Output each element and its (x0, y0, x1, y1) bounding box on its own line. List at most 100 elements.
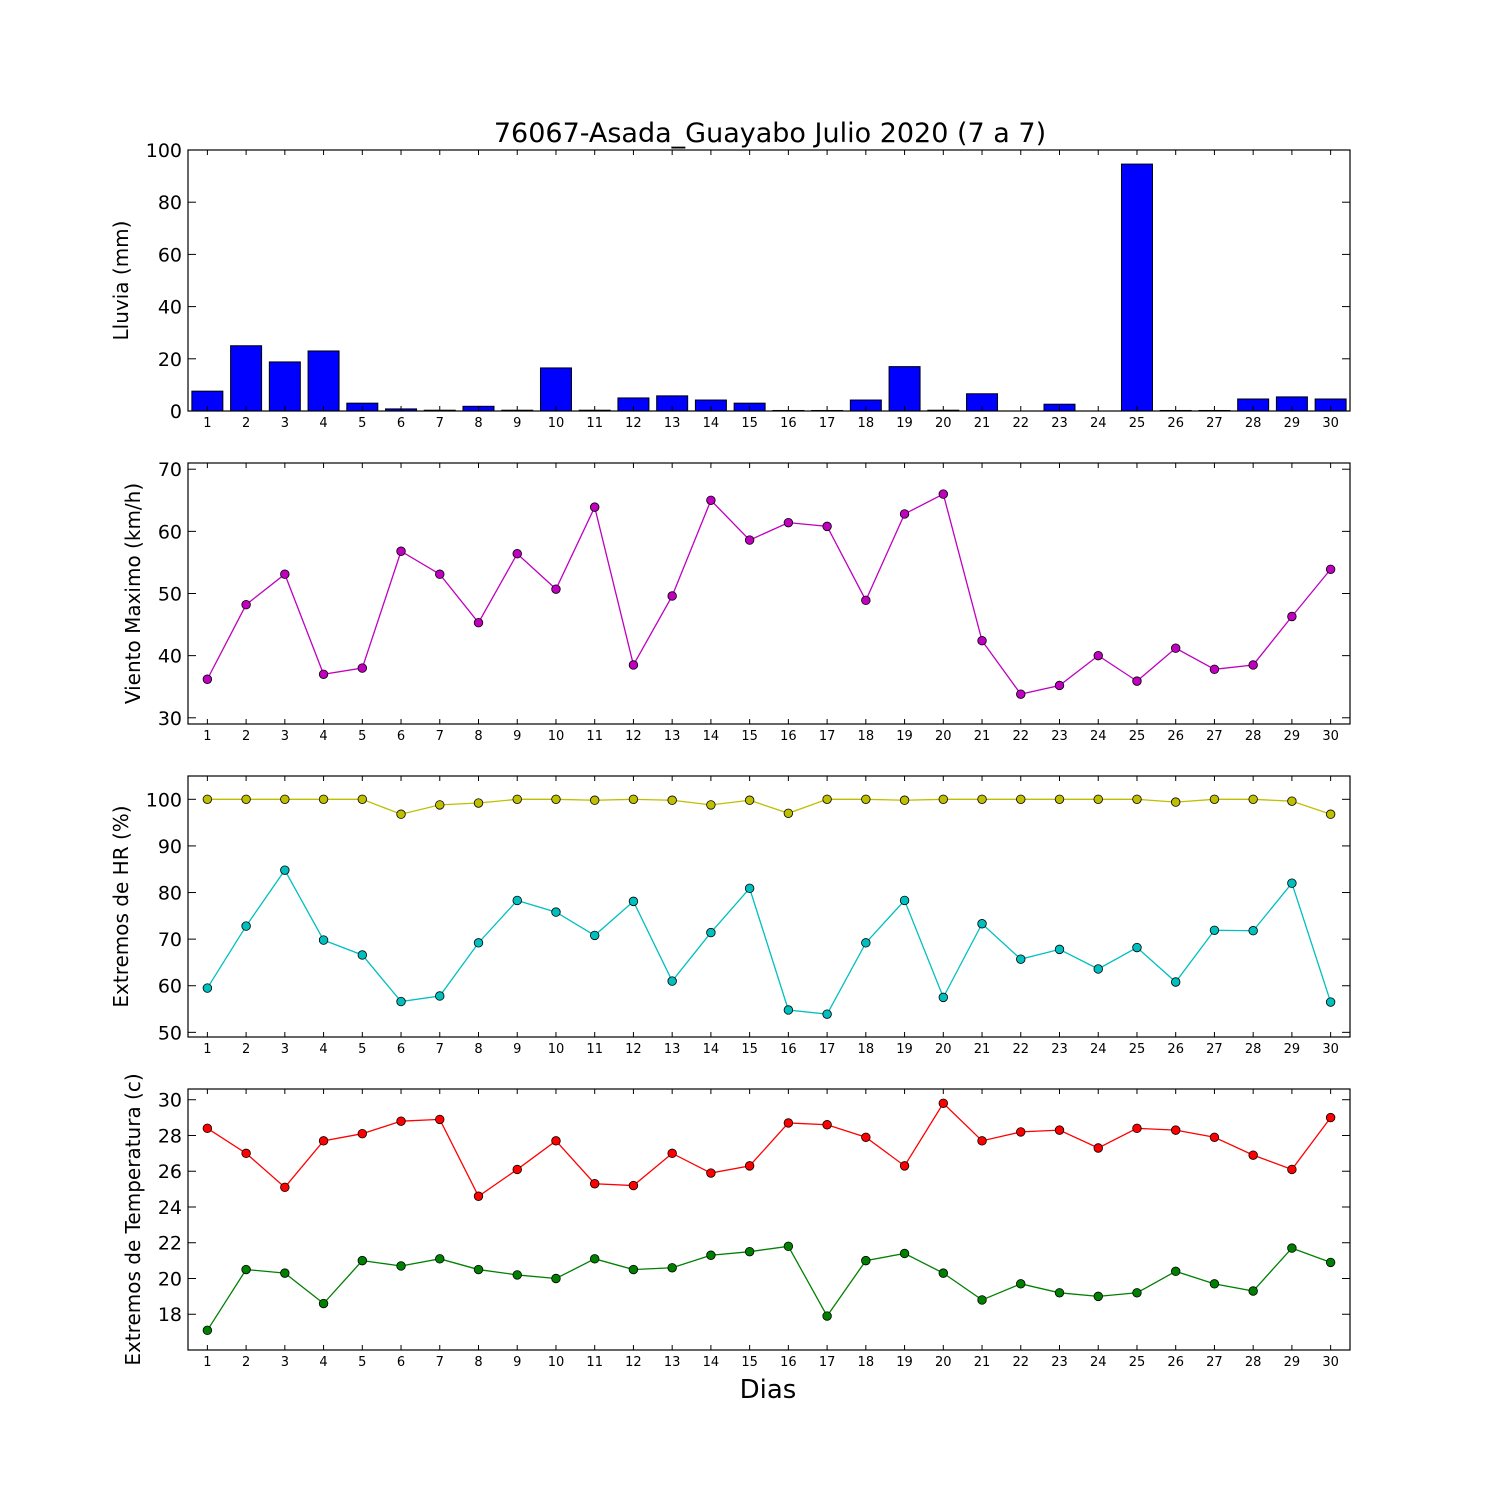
x-tick-label: 12 (625, 1355, 642, 1370)
point-s1-day-7 (435, 569, 445, 579)
x-tick-label: 29 (1284, 1042, 1301, 1057)
x-tick-label: 20 (935, 1355, 952, 1370)
point-s2-day-26 (1170, 1266, 1181, 1277)
x-tick-label: 5 (358, 729, 366, 744)
point-s1-day-8 (473, 798, 484, 808)
point-s1-day-1 (202, 1123, 213, 1134)
point-s1-day-4 (318, 794, 329, 805)
plot-frame (187, 462, 1351, 725)
x-tick-label: 1 (203, 1042, 211, 1057)
y-tick-label: 70 (158, 929, 182, 951)
x-tick-label: 24 (1090, 1355, 1107, 1370)
panel-4: 1 2 3 4 5 6 7 8 9 10 11 12 13 14 15 16 17 18 19 20 21 22 23 24 2… (121, 1073, 1351, 1370)
point-s1-day-13 (667, 591, 677, 601)
x-axis-label: Dias (740, 1375, 797, 1405)
point-s2-day-6 (396, 996, 406, 1007)
y-tick-label: 90 (158, 836, 182, 858)
y-tick-label: 100 (146, 140, 182, 162)
x-tick-label: 25 (1129, 1042, 1146, 1057)
point-s1-day-17 (822, 794, 832, 805)
x-tick-label: 2 (242, 416, 250, 431)
point-s2-day-6 (396, 1261, 406, 1271)
point-s2-day-19 (899, 895, 910, 906)
point-s2-day-13 (667, 976, 677, 986)
bar-day-25 (1120, 163, 1153, 412)
point-s1-day-30 (1325, 1112, 1336, 1123)
point-s2-day-14 (706, 1250, 716, 1260)
x-tick-label: 8 (474, 416, 482, 431)
y-tick-label: 20 (158, 349, 182, 371)
x-tick-label: 26 (1167, 1355, 1184, 1370)
y-tick-label: 30 (158, 708, 182, 730)
x-tick-label: 6 (397, 1042, 405, 1057)
point-s1-day-16 (783, 517, 794, 528)
x-tick-label: 7 (436, 416, 444, 431)
point-s2-day-17 (822, 1311, 832, 1321)
point-s1-day-22 (1016, 794, 1026, 805)
x-tick-label: 13 (664, 1042, 681, 1057)
point-s1-day-20 (938, 794, 949, 805)
x-tick-label: 17 (819, 1355, 836, 1370)
point-s1-day-17 (822, 521, 832, 532)
x-tick-label: 23 (1051, 1042, 1068, 1057)
x-tick-label: 27 (1206, 1355, 1223, 1370)
x-tick-label: 11 (586, 1355, 603, 1370)
point-s2-day-23 (1054, 1288, 1065, 1298)
point-s1-day-9 (512, 1164, 522, 1175)
series-line-1 (207, 798, 1331, 815)
x-tick-label: 5 (358, 416, 366, 431)
point-s2-day-28 (1248, 926, 1258, 936)
x-tick-label: 18 (858, 1042, 875, 1057)
x-tick-label: 2 (242, 729, 250, 744)
x-tick-label: 1 (203, 416, 211, 431)
point-s1-day-7 (435, 1114, 445, 1125)
series-line-2 (206, 1245, 1331, 1331)
point-s2-day-3 (280, 865, 290, 875)
panels: 1 2 3 4 5 6 7 8 9 10 11 12 13 14 15 16 17 18 19 20 21 22 23 24 2… (109, 140, 1351, 1370)
point-s2-day-30 (1325, 997, 1336, 1007)
series-line-2 (206, 868, 1332, 1015)
x-tick-label: 27 (1206, 1042, 1223, 1057)
point-s1-day-29 (1287, 796, 1297, 806)
x-tick-label: 28 (1245, 729, 1262, 744)
point-s2-day-21 (977, 1295, 987, 1305)
point-s2-day-1 (202, 983, 213, 993)
bar-day-3 (268, 361, 301, 412)
x-tick-label: 21 (974, 416, 991, 431)
x-tick-label: 4 (319, 416, 327, 431)
x-tick-label: 23 (1051, 416, 1068, 431)
x-tick-label: 4 (319, 1042, 327, 1057)
x-tick-label: 20 (935, 416, 952, 431)
x-tick-label: 22 (1012, 729, 1029, 744)
x-tick-label: 24 (1090, 416, 1107, 431)
point-s2-day-15 (744, 1246, 755, 1257)
x-tick-label: 29 (1284, 729, 1301, 744)
point-s1-day-26 (1170, 1125, 1181, 1135)
y-tick-label: 80 (158, 883, 182, 905)
y-tick-label: 24 (158, 1197, 182, 1219)
x-tick-label: 15 (741, 1042, 758, 1057)
y-tick-label: 60 (158, 976, 182, 998)
x-tick-label: 15 (741, 729, 758, 744)
point-s1-day-2 (241, 599, 251, 610)
point-s1-day-18 (861, 794, 871, 805)
point-s1-day-27 (1209, 664, 1220, 675)
y-tick-label: 22 (158, 1233, 182, 1255)
point-s1-day-26 (1170, 643, 1181, 653)
x-tick-label: 11 (586, 416, 603, 431)
y-tick-label: 26 (158, 1161, 182, 1183)
point-s1-day-12 (628, 660, 639, 670)
x-tick-label: 30 (1322, 1042, 1339, 1057)
x-tick-label: 10 (548, 1042, 565, 1057)
y-tick-label: 40 (158, 646, 182, 668)
point-s1-day-11 (590, 1179, 600, 1189)
point-s1-day-16 (783, 808, 794, 818)
x-tick-label: 22 (1012, 416, 1029, 431)
x-tick-label: 30 (1322, 1355, 1339, 1370)
point-s1-day-29 (1287, 611, 1297, 622)
y-axis-label: Extremos de HR (%) (109, 805, 133, 1007)
point-s2-day-15 (744, 883, 755, 894)
x-tick-label: 1 (203, 1355, 211, 1370)
point-s1-day-30 (1325, 564, 1336, 574)
